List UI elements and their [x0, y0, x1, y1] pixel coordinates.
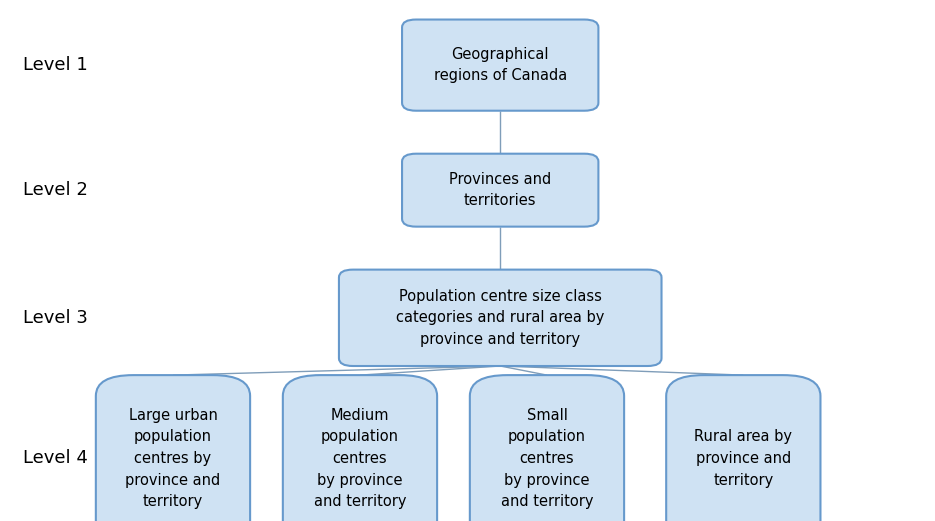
Text: Provinces and
territories: Provinces and territories [449, 172, 552, 208]
Text: Small
population
centres
by province
and territory: Small population centres by province and… [501, 408, 593, 509]
Text: Level 3: Level 3 [23, 309, 88, 327]
Text: Population centre size class
categories and rural area by
province and territory: Population centre size class categories … [396, 289, 604, 347]
FancyBboxPatch shape [402, 154, 598, 227]
Text: Level 1: Level 1 [23, 56, 88, 74]
FancyBboxPatch shape [95, 375, 251, 521]
FancyBboxPatch shape [469, 375, 625, 521]
Text: Large urban
population
centres by
province and
territory: Large urban population centres by provin… [125, 408, 221, 509]
FancyBboxPatch shape [339, 270, 662, 366]
FancyBboxPatch shape [402, 20, 598, 111]
Text: Level 2: Level 2 [23, 181, 88, 199]
FancyBboxPatch shape [282, 375, 438, 521]
Text: Medium
population
centres
by province
and territory: Medium population centres by province an… [314, 408, 406, 509]
Text: Geographical
regions of Canada: Geographical regions of Canada [434, 47, 567, 83]
Text: Level 4: Level 4 [23, 450, 88, 467]
Text: Rural area by
province and
territory: Rural area by province and territory [695, 429, 792, 488]
FancyBboxPatch shape [666, 375, 821, 521]
